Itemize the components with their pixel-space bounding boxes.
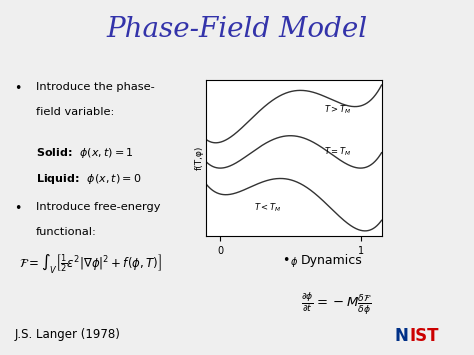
Text: $T < T_M$: $T < T_M$ <box>254 202 281 214</box>
Text: J.S. Langer (1978): J.S. Langer (1978) <box>14 328 120 342</box>
Text: Introduce free-energy: Introduce free-energy <box>36 202 160 212</box>
Text: Dynamics: Dynamics <box>301 254 363 267</box>
Text: N: N <box>395 327 409 345</box>
Text: •: • <box>282 254 290 267</box>
Text: Liquid:  $\phi(x,t) = 0$: Liquid: $\phi(x,t) = 0$ <box>36 172 141 186</box>
Text: functional:: functional: <box>36 227 96 237</box>
Text: Solid:  $\phi(x,t) = 1$: Solid: $\phi(x,t) = 1$ <box>36 146 133 159</box>
Text: Introduce the phase-: Introduce the phase- <box>36 82 155 92</box>
Text: •: • <box>14 202 22 215</box>
Text: $\mathcal{F} = \int_V \left[\frac{1}{2}\epsilon^2|\nabla\phi|^2 + f(\phi,T)\righ: $\mathcal{F} = \int_V \left[\frac{1}{2}\… <box>19 252 162 276</box>
Text: Phase-Field Model: Phase-Field Model <box>107 16 367 43</box>
Text: $T = T_M$: $T = T_M$ <box>324 146 351 158</box>
Text: field variable:: field variable: <box>36 106 114 116</box>
Text: •: • <box>14 82 22 95</box>
Text: $T > T_M$: $T > T_M$ <box>324 103 351 116</box>
Text: IST: IST <box>409 327 438 345</box>
Text: $\phi$: $\phi$ <box>290 255 298 269</box>
Text: $\frac{\partial\phi}{\partial t} = -M\frac{\delta\mathcal{F}}{\delta\phi}$: $\frac{\partial\phi}{\partial t} = -M\fr… <box>301 291 372 317</box>
Y-axis label: f(T,φ): f(T,φ) <box>194 146 203 170</box>
